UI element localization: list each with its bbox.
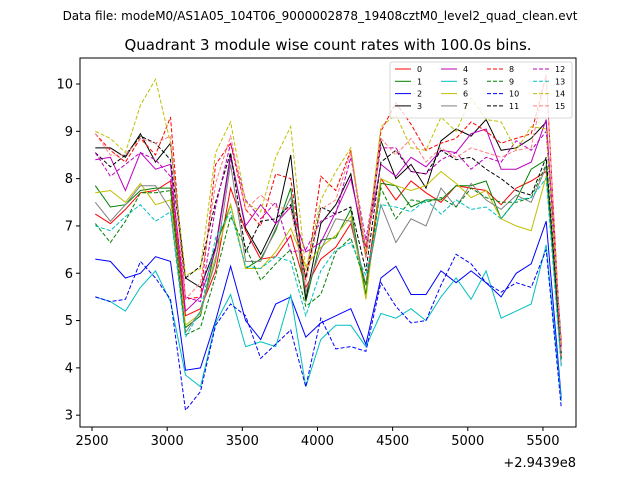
series-line-13 [95, 177, 562, 368]
series-line-8 [94, 74, 562, 359]
y-tick-label: 7 [65, 219, 73, 234]
axes-layer: 2500 3000 3500 4000 4500 5000 5500345678910+2.… [56, 57, 577, 471]
series-line-0 [95, 170, 562, 357]
legend-label-13: 13 [555, 77, 565, 86]
legend-label-15: 15 [555, 102, 565, 111]
series-line-15 [94, 74, 562, 357]
legend-label-12: 12 [555, 65, 565, 74]
legend-label-3: 3 [417, 102, 422, 111]
x-tick-label: 4000 [301, 434, 334, 449]
series-line-10 [95, 249, 562, 412]
legend-label-1: 1 [417, 77, 422, 86]
legend-label-7: 7 [463, 102, 468, 111]
series-line-4 [95, 119, 562, 347]
series-line-6 [95, 170, 562, 357]
legend-label-8: 8 [509, 65, 514, 74]
y-tick-label: 4 [65, 361, 73, 376]
x-tick-label: 3000 [151, 434, 184, 449]
legend-label-4: 4 [463, 65, 468, 74]
series-line-3 [95, 118, 562, 345]
x-tick-label: 2500 [75, 434, 108, 449]
y-tick-label: 8 [65, 172, 73, 187]
legend-label-2: 2 [417, 90, 422, 99]
series-line-5 [95, 244, 562, 402]
legend-label-11: 11 [509, 102, 519, 111]
chart-suptitle: Data file: modeM0/AS1A05_104T06_90000028… [63, 9, 578, 23]
y-tick-label: 3 [65, 409, 73, 424]
legend-label-5: 5 [463, 77, 468, 86]
series-line-11 [94, 135, 562, 354]
y-tick-label: 10 [56, 78, 73, 93]
legend-label-6: 6 [463, 90, 468, 99]
legend-label-0: 0 [417, 65, 422, 74]
x-offset-label: +2.9439e8 [503, 456, 576, 471]
chart-title: Quadrant 3 module wise count rates with … [124, 36, 531, 54]
x-tick-label: 4500 [376, 434, 409, 449]
y-tick-label: 9 [65, 125, 73, 140]
legend-label-9: 9 [509, 77, 514, 86]
legend-label-10: 10 [509, 90, 519, 99]
legend-label-14: 14 [555, 90, 565, 99]
legend-box [389, 61, 573, 119]
x-tick-label: 5500 [526, 434, 559, 449]
x-tick-label: 5000 [451, 434, 484, 449]
series-line-1 [94, 158, 562, 354]
x-tick-label: 3500 [226, 434, 259, 449]
series-layer [94, 74, 562, 412]
series-line-2 [95, 221, 562, 399]
series-line-7 [94, 164, 562, 366]
plot-frame [79, 57, 577, 428]
y-tick-label: 6 [65, 267, 73, 282]
series-line-14 [95, 77, 562, 347]
series-line-9 [94, 164, 562, 361]
y-tick-label: 5 [65, 314, 73, 329]
